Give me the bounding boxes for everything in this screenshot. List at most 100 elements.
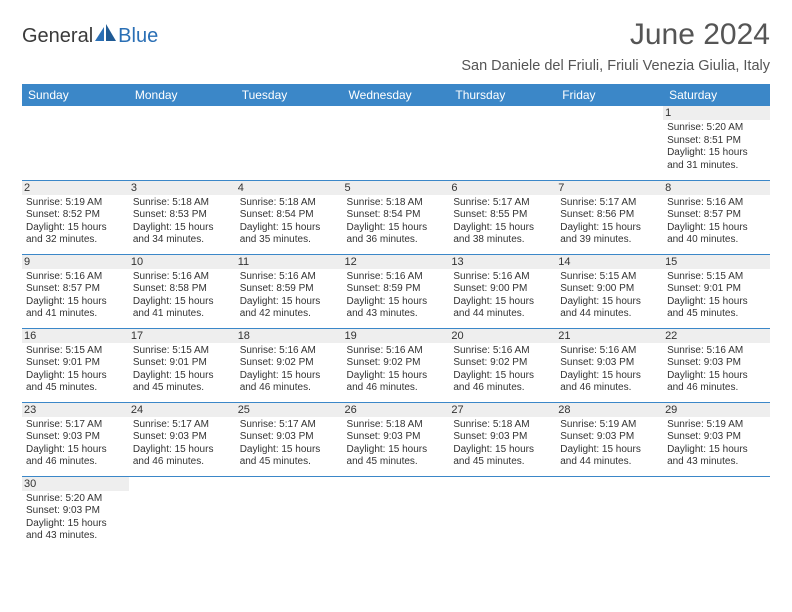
day-cell: 16 Sunrise: 5:15 AMSunset: 9:01 PMDayligh…: [22, 328, 129, 402]
day-details: Sunrise: 5:16 AMSunset: 9:03 PMDaylight:…: [560, 345, 659, 395]
weekday-header-row: Sunday Monday Tuesday Wednesday Thursday…: [22, 84, 770, 106]
day-number: 17: [129, 329, 236, 343]
day-number: 21: [556, 329, 663, 343]
day-details: Sunrise: 5:19 AMSunset: 8:52 PMDaylight:…: [26, 197, 125, 247]
day-cell: 17 Sunrise: 5:15 AMSunset: 9:01 PMDayligh…: [129, 328, 236, 402]
day-number: 3: [129, 181, 236, 195]
day-number: 1: [663, 106, 770, 120]
day-cell: 2 Sunrise: 5:19 AMSunset: 8:52 PMDaylight…: [22, 180, 129, 254]
day-cell: 12Sunrise: 5:16 AMSunset: 8:59 PMDayligh…: [343, 254, 450, 328]
day-number: 8: [663, 181, 770, 195]
day-number: 22: [663, 329, 770, 343]
day-cell: 28 Sunrise: 5:19 AMSunset: 9:03 PMDayligh…: [556, 402, 663, 476]
day-cell: 4 Sunrise: 5:18 AMSunset: 8:54 PMDaylight…: [236, 180, 343, 254]
title-block: June 2024 San Daniele del Friuli, Friuli…: [461, 18, 770, 74]
day-cell: 15Sunrise: 5:15 AMSunset: 9:01 PMDayligh…: [663, 254, 770, 328]
day-details: Sunrise: 5:16 AMSunset: 8:57 PMDaylight:…: [667, 197, 766, 247]
day-cell: .: [236, 476, 343, 550]
dow-saturday: Saturday: [663, 84, 770, 106]
day-details: Sunrise: 5:18 AMSunset: 9:03 PMDaylight:…: [453, 419, 552, 469]
day-number: 16: [22, 329, 129, 343]
day-cell: .: [663, 476, 770, 550]
day-details: Sunrise: 5:16 AMSunset: 9:02 PMDaylight:…: [347, 345, 446, 395]
day-details: Sunrise: 5:17 AMSunset: 8:56 PMDaylight:…: [560, 197, 659, 247]
day-details: Sunrise: 5:15 AMSunset: 9:01 PMDaylight:…: [667, 271, 766, 321]
day-details: Sunrise: 5:16 AMSunset: 8:59 PMDaylight:…: [240, 271, 339, 321]
day-cell: 3 Sunrise: 5:18 AMSunset: 8:53 PMDaylight…: [129, 180, 236, 254]
day-cell: 1 Sunrise: 5:20 AMSunset: 8:51 PMDaylight…: [663, 106, 770, 180]
day-cell: 5 Sunrise: 5:18 AMSunset: 8:54 PMDaylight…: [343, 180, 450, 254]
day-details: Sunrise: 5:17 AMSunset: 8:55 PMDaylight:…: [453, 197, 552, 247]
day-number: 19: [343, 329, 450, 343]
calendar-table: Sunday Monday Tuesday Wednesday Thursday…: [22, 84, 770, 550]
day-details: Sunrise: 5:18 AMSunset: 9:03 PMDaylight:…: [347, 419, 446, 469]
day-details: Sunrise: 5:16 AMSunset: 8:58 PMDaylight:…: [133, 271, 232, 321]
day-cell: .: [22, 106, 129, 180]
dow-sunday: Sunday: [22, 84, 129, 106]
day-cell: 6 Sunrise: 5:17 AMSunset: 8:55 PMDaylight…: [449, 180, 556, 254]
day-number: 18: [236, 329, 343, 343]
day-cell: 30Sunrise: 5:20 AMSunset: 9:03 PMDayligh…: [22, 476, 129, 550]
day-details: Sunrise: 5:16 AMSunset: 9:03 PMDaylight:…: [667, 345, 766, 395]
day-cell: 23 Sunrise: 5:17 AMSunset: 9:03 PMDayligh…: [22, 402, 129, 476]
dow-thursday: Thursday: [449, 84, 556, 106]
day-details: Sunrise: 5:17 AMSunset: 9:03 PMDaylight:…: [133, 419, 232, 469]
day-cell: .: [343, 106, 450, 180]
day-details: Sunrise: 5:20 AMSunset: 9:03 PMDaylight:…: [26, 493, 125, 543]
day-cell: 26 Sunrise: 5:18 AMSunset: 9:03 PMDayligh…: [343, 402, 450, 476]
day-details: Sunrise: 5:19 AMSunset: 9:03 PMDaylight:…: [560, 419, 659, 469]
day-cell: .: [449, 106, 556, 180]
week-row: 16 Sunrise: 5:15 AMSunset: 9:01 PMDayligh…: [22, 328, 770, 402]
week-row: 9Sunrise: 5:16 AMSunset: 8:57 PMDaylight…: [22, 254, 770, 328]
day-number: 4: [236, 181, 343, 195]
day-cell: .: [556, 476, 663, 550]
day-number: 25: [236, 403, 343, 417]
day-number: 27: [449, 403, 556, 417]
logo: GeneralBlue: [22, 24, 158, 48]
day-cell: .: [236, 106, 343, 180]
day-cell: 10Sunrise: 5:16 AMSunset: 8:58 PMDayligh…: [129, 254, 236, 328]
day-cell: 25 Sunrise: 5:17 AMSunset: 9:03 PMDayligh…: [236, 402, 343, 476]
day-number: 20: [449, 329, 556, 343]
day-number: 29: [663, 403, 770, 417]
logo-sail-icon: [95, 25, 117, 47]
week-row: 23 Sunrise: 5:17 AMSunset: 9:03 PMDayligh…: [22, 402, 770, 476]
day-number: 23: [22, 403, 129, 417]
day-number: 14: [556, 255, 663, 269]
day-details: Sunrise: 5:15 AMSunset: 9:01 PMDaylight:…: [133, 345, 232, 395]
day-cell: 24Sunrise: 5:17 AMSunset: 9:03 PMDayligh…: [129, 402, 236, 476]
day-cell: 20 Sunrise: 5:16 AMSunset: 9:02 PMDayligh…: [449, 328, 556, 402]
day-details: Sunrise: 5:16 AMSunset: 8:57 PMDaylight:…: [26, 271, 125, 321]
day-cell: 11 Sunrise: 5:16 AMSunset: 8:59 PMDayligh…: [236, 254, 343, 328]
dow-tuesday: Tuesday: [236, 84, 343, 106]
day-number: 26: [343, 403, 450, 417]
day-details: Sunrise: 5:15 AMSunset: 9:01 PMDaylight:…: [26, 345, 125, 395]
day-cell: .: [556, 106, 663, 180]
day-cell: 22 Sunrise: 5:16 AMSunset: 9:03 PMDayligh…: [663, 328, 770, 402]
dow-monday: Monday: [129, 84, 236, 106]
day-details: Sunrise: 5:18 AMSunset: 8:54 PMDaylight:…: [347, 197, 446, 247]
day-cell: .: [129, 106, 236, 180]
day-number: 28: [556, 403, 663, 417]
day-cell: 7Sunrise: 5:17 AMSunset: 8:56 PMDaylight…: [556, 180, 663, 254]
day-number: 2: [22, 181, 129, 195]
day-cell: 19 Sunrise: 5:16 AMSunset: 9:02 PMDayligh…: [343, 328, 450, 402]
day-details: Sunrise: 5:18 AMSunset: 8:53 PMDaylight:…: [133, 197, 232, 247]
day-number: 11: [236, 255, 343, 269]
day-cell: .: [449, 476, 556, 550]
logo-word-2: Blue: [118, 25, 158, 47]
day-number: 6: [449, 181, 556, 195]
day-cell: 21 Sunrise: 5:16 AMSunset: 9:03 PMDayligh…: [556, 328, 663, 402]
day-details: Sunrise: 5:17 AMSunset: 9:03 PMDaylight:…: [240, 419, 339, 469]
day-details: Sunrise: 5:20 AMSunset: 8:51 PMDaylight:…: [667, 122, 766, 172]
day-cell: .: [343, 476, 450, 550]
day-details: Sunrise: 5:15 AMSunset: 9:00 PMDaylight:…: [560, 271, 659, 321]
day-details: Sunrise: 5:17 AMSunset: 9:03 PMDaylight:…: [26, 419, 125, 469]
page-title: June 2024: [461, 18, 770, 52]
day-number: 5: [343, 181, 450, 195]
day-details: Sunrise: 5:16 AMSunset: 9:02 PMDaylight:…: [240, 345, 339, 395]
day-details: Sunrise: 5:16 AMSunset: 9:02 PMDaylight:…: [453, 345, 552, 395]
day-details: Sunrise: 5:18 AMSunset: 8:54 PMDaylight:…: [240, 197, 339, 247]
week-row: 30Sunrise: 5:20 AMSunset: 9:03 PMDayligh…: [22, 476, 770, 550]
day-cell: 14 Sunrise: 5:15 AMSunset: 9:00 PMDayligh…: [556, 254, 663, 328]
